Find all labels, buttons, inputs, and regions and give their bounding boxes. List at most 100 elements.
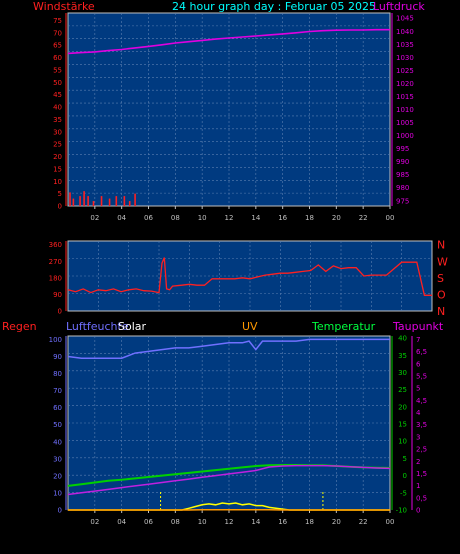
compass-label: W <box>437 255 448 268</box>
wind-tick-label: 50 <box>53 79 62 87</box>
compass-label: O <box>437 288 446 301</box>
wind-tick-label: 75 <box>53 17 62 25</box>
x-tick-label: 08 <box>171 518 180 526</box>
humidity-tick-label: 80 <box>53 370 62 378</box>
direction-tick-label: 270 <box>49 258 62 266</box>
rain-tick-label: 4 <box>416 409 421 417</box>
humidity-tick-label: 100 <box>49 336 62 344</box>
wind-tick-label: 0 <box>58 203 62 211</box>
temperature-label: Temperatur <box>311 320 376 333</box>
x-tick-label: 22 <box>359 518 368 526</box>
pressure-axis-label: Luftdruck <box>373 0 425 13</box>
x-tick-label: 20 <box>332 518 341 526</box>
wind-tick-label: 55 <box>53 66 62 74</box>
rain-tick-label: 4,5 <box>416 397 427 405</box>
compass-label: N <box>437 239 445 252</box>
rain-tick-label: 2,5 <box>416 446 427 454</box>
pressure-tick-label: 1030 <box>396 54 414 62</box>
temperature-tick-label: 30 <box>398 369 407 377</box>
x-tick-label: 16 <box>278 518 287 526</box>
pressure-tick-label: 1025 <box>396 67 414 75</box>
humidity-tick-label: 50 <box>53 421 62 429</box>
rain-tick-label: 3 <box>416 433 420 441</box>
dewpoint-label: Taupunkt <box>392 320 444 333</box>
uv-label: UV <box>242 320 258 333</box>
chart-title: 24 hour graph day : Februar 05 2025 <box>172 0 376 13</box>
x-tick-label: 04 <box>117 214 126 222</box>
wind-direction-line <box>67 257 432 296</box>
compass-label: N <box>437 305 445 318</box>
pressure-tick-label: 1035 <box>396 41 414 49</box>
wind-tick-label: 65 <box>53 42 62 50</box>
humidity-tick-label: 0 <box>58 507 62 515</box>
humidity-tick-label: 40 <box>53 438 62 446</box>
x-tick-label: 02 <box>90 518 99 526</box>
wind-axis-label: Windstärke <box>33 0 95 13</box>
x-tick-label: 14 <box>251 214 260 222</box>
temperature-tick-label: 5 <box>403 455 407 463</box>
pressure-tick-label: 990 <box>396 158 409 166</box>
pressure-tick-label: 1045 <box>396 15 414 23</box>
temperature-tick-label: 20 <box>398 403 407 411</box>
humidity-label: Luftfeuchte <box>66 320 129 333</box>
temperature-tick-label: 10 <box>398 438 407 446</box>
x-tick-label: 22 <box>359 214 368 222</box>
wind-tick-label: 70 <box>53 29 62 37</box>
pressure-tick-label: 1010 <box>396 106 414 114</box>
rain-tick-label: 3,5 <box>416 421 427 429</box>
solar-line <box>68 502 390 511</box>
pressure-tick-label: 1020 <box>396 80 414 88</box>
direction-tick-label: 180 <box>49 274 62 282</box>
x-tick-label: 16 <box>278 214 287 222</box>
humidity-tick-label: 10 <box>53 489 62 497</box>
humidity-line <box>67 338 390 359</box>
x-tick-label: 06 <box>144 214 153 222</box>
wind-tick-label: 40 <box>53 104 62 112</box>
direction-tick-label: 0 <box>58 308 62 316</box>
pressure-tick-label: 975 <box>396 197 409 205</box>
temperature-tick-label: -10 <box>396 507 407 515</box>
temperature-tick-label: 0 <box>403 472 407 480</box>
temperature-tick-label: 15 <box>398 421 407 429</box>
wind-tick-label: 35 <box>53 116 62 124</box>
rain-tick-label: 1 <box>416 482 420 490</box>
rain-tick-label: 0 <box>416 507 420 515</box>
x-tick-label: 14 <box>251 518 260 526</box>
pressure-tick-label: 1005 <box>396 119 414 127</box>
rain-tick-label: 2 <box>416 458 420 466</box>
dewpoint-line <box>67 464 391 496</box>
x-tick-label: 00 <box>386 518 395 526</box>
pressure-tick-label: 1015 <box>396 93 414 101</box>
x-tick-label: 08 <box>171 214 180 222</box>
pressure-tick-label: 1000 <box>396 132 414 140</box>
x-tick-label: 04 <box>117 518 126 526</box>
x-tick-label: 18 <box>305 214 314 222</box>
solar-label: Solar <box>118 320 147 333</box>
x-tick-label: 10 <box>198 214 207 222</box>
temperature-tick-label: 25 <box>398 386 407 394</box>
x-tick-label: 10 <box>198 518 207 526</box>
rain-tick-label: 5,5 <box>416 372 427 380</box>
x-tick-label: 00 <box>386 214 395 222</box>
pressure-line <box>67 28 390 55</box>
x-tick-label: 02 <box>90 214 99 222</box>
rain-tick-label: 5 <box>416 385 420 393</box>
wind-tick-label: 10 <box>53 178 62 186</box>
wind-tick-label: 15 <box>53 165 62 173</box>
humidity-tick-label: 20 <box>53 472 62 480</box>
rain-tick-label: 0,5 <box>416 494 427 502</box>
wind-tick-label: 30 <box>53 128 62 136</box>
humidity-tick-label: 90 <box>53 353 62 361</box>
climate-panel: 0102030405060708090100-10-50510152025303… <box>49 335 428 526</box>
x-tick-label: 18 <box>305 518 314 526</box>
rain-label: Regen <box>2 320 37 333</box>
x-tick-label: 06 <box>144 518 153 526</box>
temperature-tick-label: 35 <box>398 352 407 360</box>
rain-tick-label: 1,5 <box>416 470 427 478</box>
direction-tick-label: 360 <box>49 241 62 249</box>
rain-tick-label: 6,5 <box>416 348 427 356</box>
pressure-tick-label: 980 <box>396 184 409 192</box>
x-tick-label: 12 <box>225 214 234 222</box>
